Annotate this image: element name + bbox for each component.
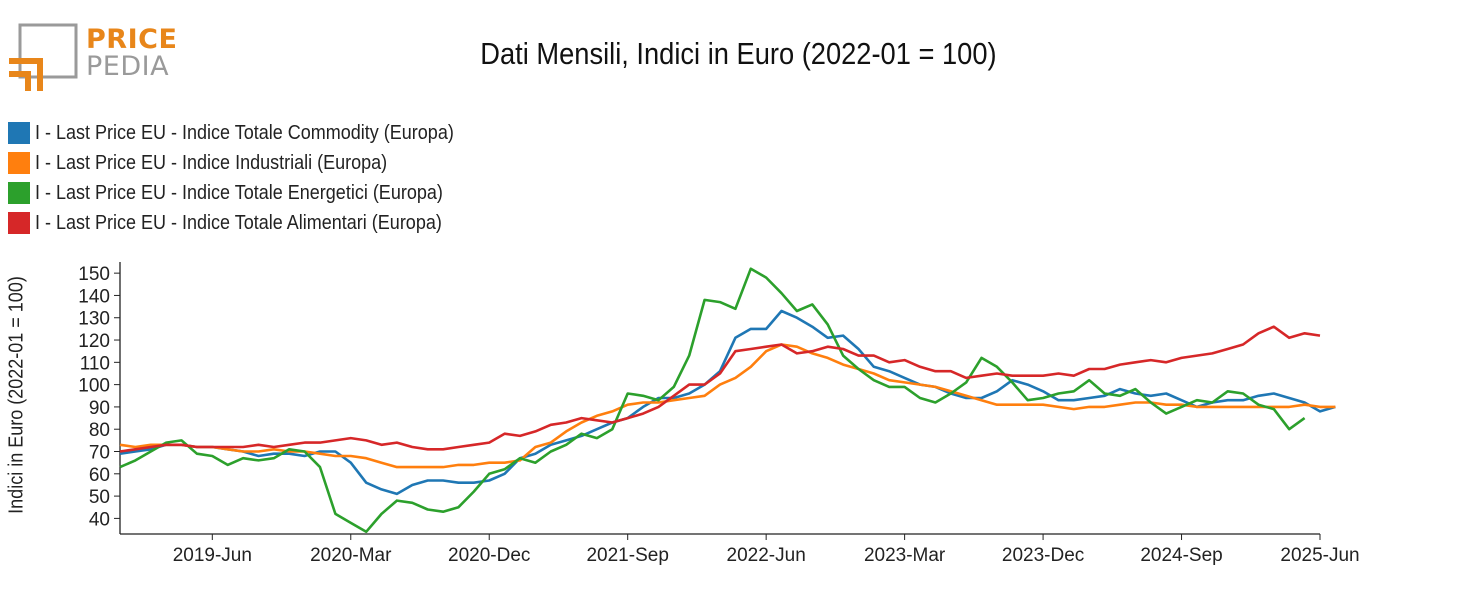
y-tick-label: 90 [89, 398, 110, 419]
y-tick-label: 100 [78, 376, 110, 397]
pricepedia-logo: PRICE PEDIA [8, 22, 177, 92]
x-tick-label: 2023-Dec [1002, 545, 1084, 566]
x-tick-label: 2020-Dec [448, 545, 530, 566]
y-tick-label: 80 [89, 420, 110, 441]
legend: I - Last Price EU - Indice Totale Commod… [8, 118, 500, 238]
y-tick-label: 150 [78, 264, 110, 285]
y-tick-label: 40 [89, 509, 110, 530]
legend-swatch [8, 212, 30, 234]
legend-swatch [8, 182, 30, 204]
x-tick-label: 2020-Mar [310, 545, 392, 566]
legend-swatch [8, 152, 30, 174]
logo-pedia-text: PEDIA [86, 51, 170, 82]
x-tick-label: 2021-Sep [586, 545, 668, 566]
legend-item-4[interactable]: I - Last Price EU - Indice Totale Alimen… [8, 208, 500, 238]
legend-item-1[interactable]: I - Last Price EU - Indice Totale Commod… [8, 118, 500, 148]
legend-label: I - Last Price EU - Indice Totale Energe… [35, 181, 443, 204]
y-tick-label: 110 [80, 353, 110, 374]
y-tick-label: 120 [78, 331, 110, 352]
legend-label: I - Last Price EU - Indice Totale Alimen… [35, 211, 442, 234]
y-tick-label: 70 [89, 443, 110, 464]
x-tick-label: 2024-Sep [1140, 545, 1222, 566]
legend-label: I - Last Price EU - Indice Totale Commod… [35, 121, 454, 144]
y-tick-label: 140 [78, 286, 110, 307]
legend-item-3[interactable]: I - Last Price EU - Indice Totale Energe… [8, 178, 500, 208]
y-tick-label: 60 [89, 465, 110, 486]
legend-item-2[interactable]: I - Last Price EU - Indice Industriali (… [8, 148, 500, 178]
y-tick-label: 130 [78, 309, 110, 330]
chart-title: Dati Mensili, Indici in Euro (2022-01 = … [480, 36, 997, 71]
logo-mark-icon [9, 23, 78, 91]
x-tick-label: 2025-Jun [1280, 545, 1359, 566]
series-line-3 [119, 267, 1306, 534]
series-line-1 [119, 309, 1336, 496]
logo-price-text: PRICE [86, 24, 178, 55]
series-line-2 [119, 343, 1336, 469]
legend-swatch [8, 122, 30, 144]
y-tick-label: 50 [89, 487, 110, 508]
legend-label: I - Last Price EU - Indice Industriali (… [35, 151, 388, 174]
series-line-4 [119, 325, 1321, 453]
x-tick-label: 2019-Jun [173, 545, 252, 566]
x-tick-label: 2023-Mar [864, 545, 946, 566]
x-tick-label: 2022-Jun [727, 545, 806, 566]
